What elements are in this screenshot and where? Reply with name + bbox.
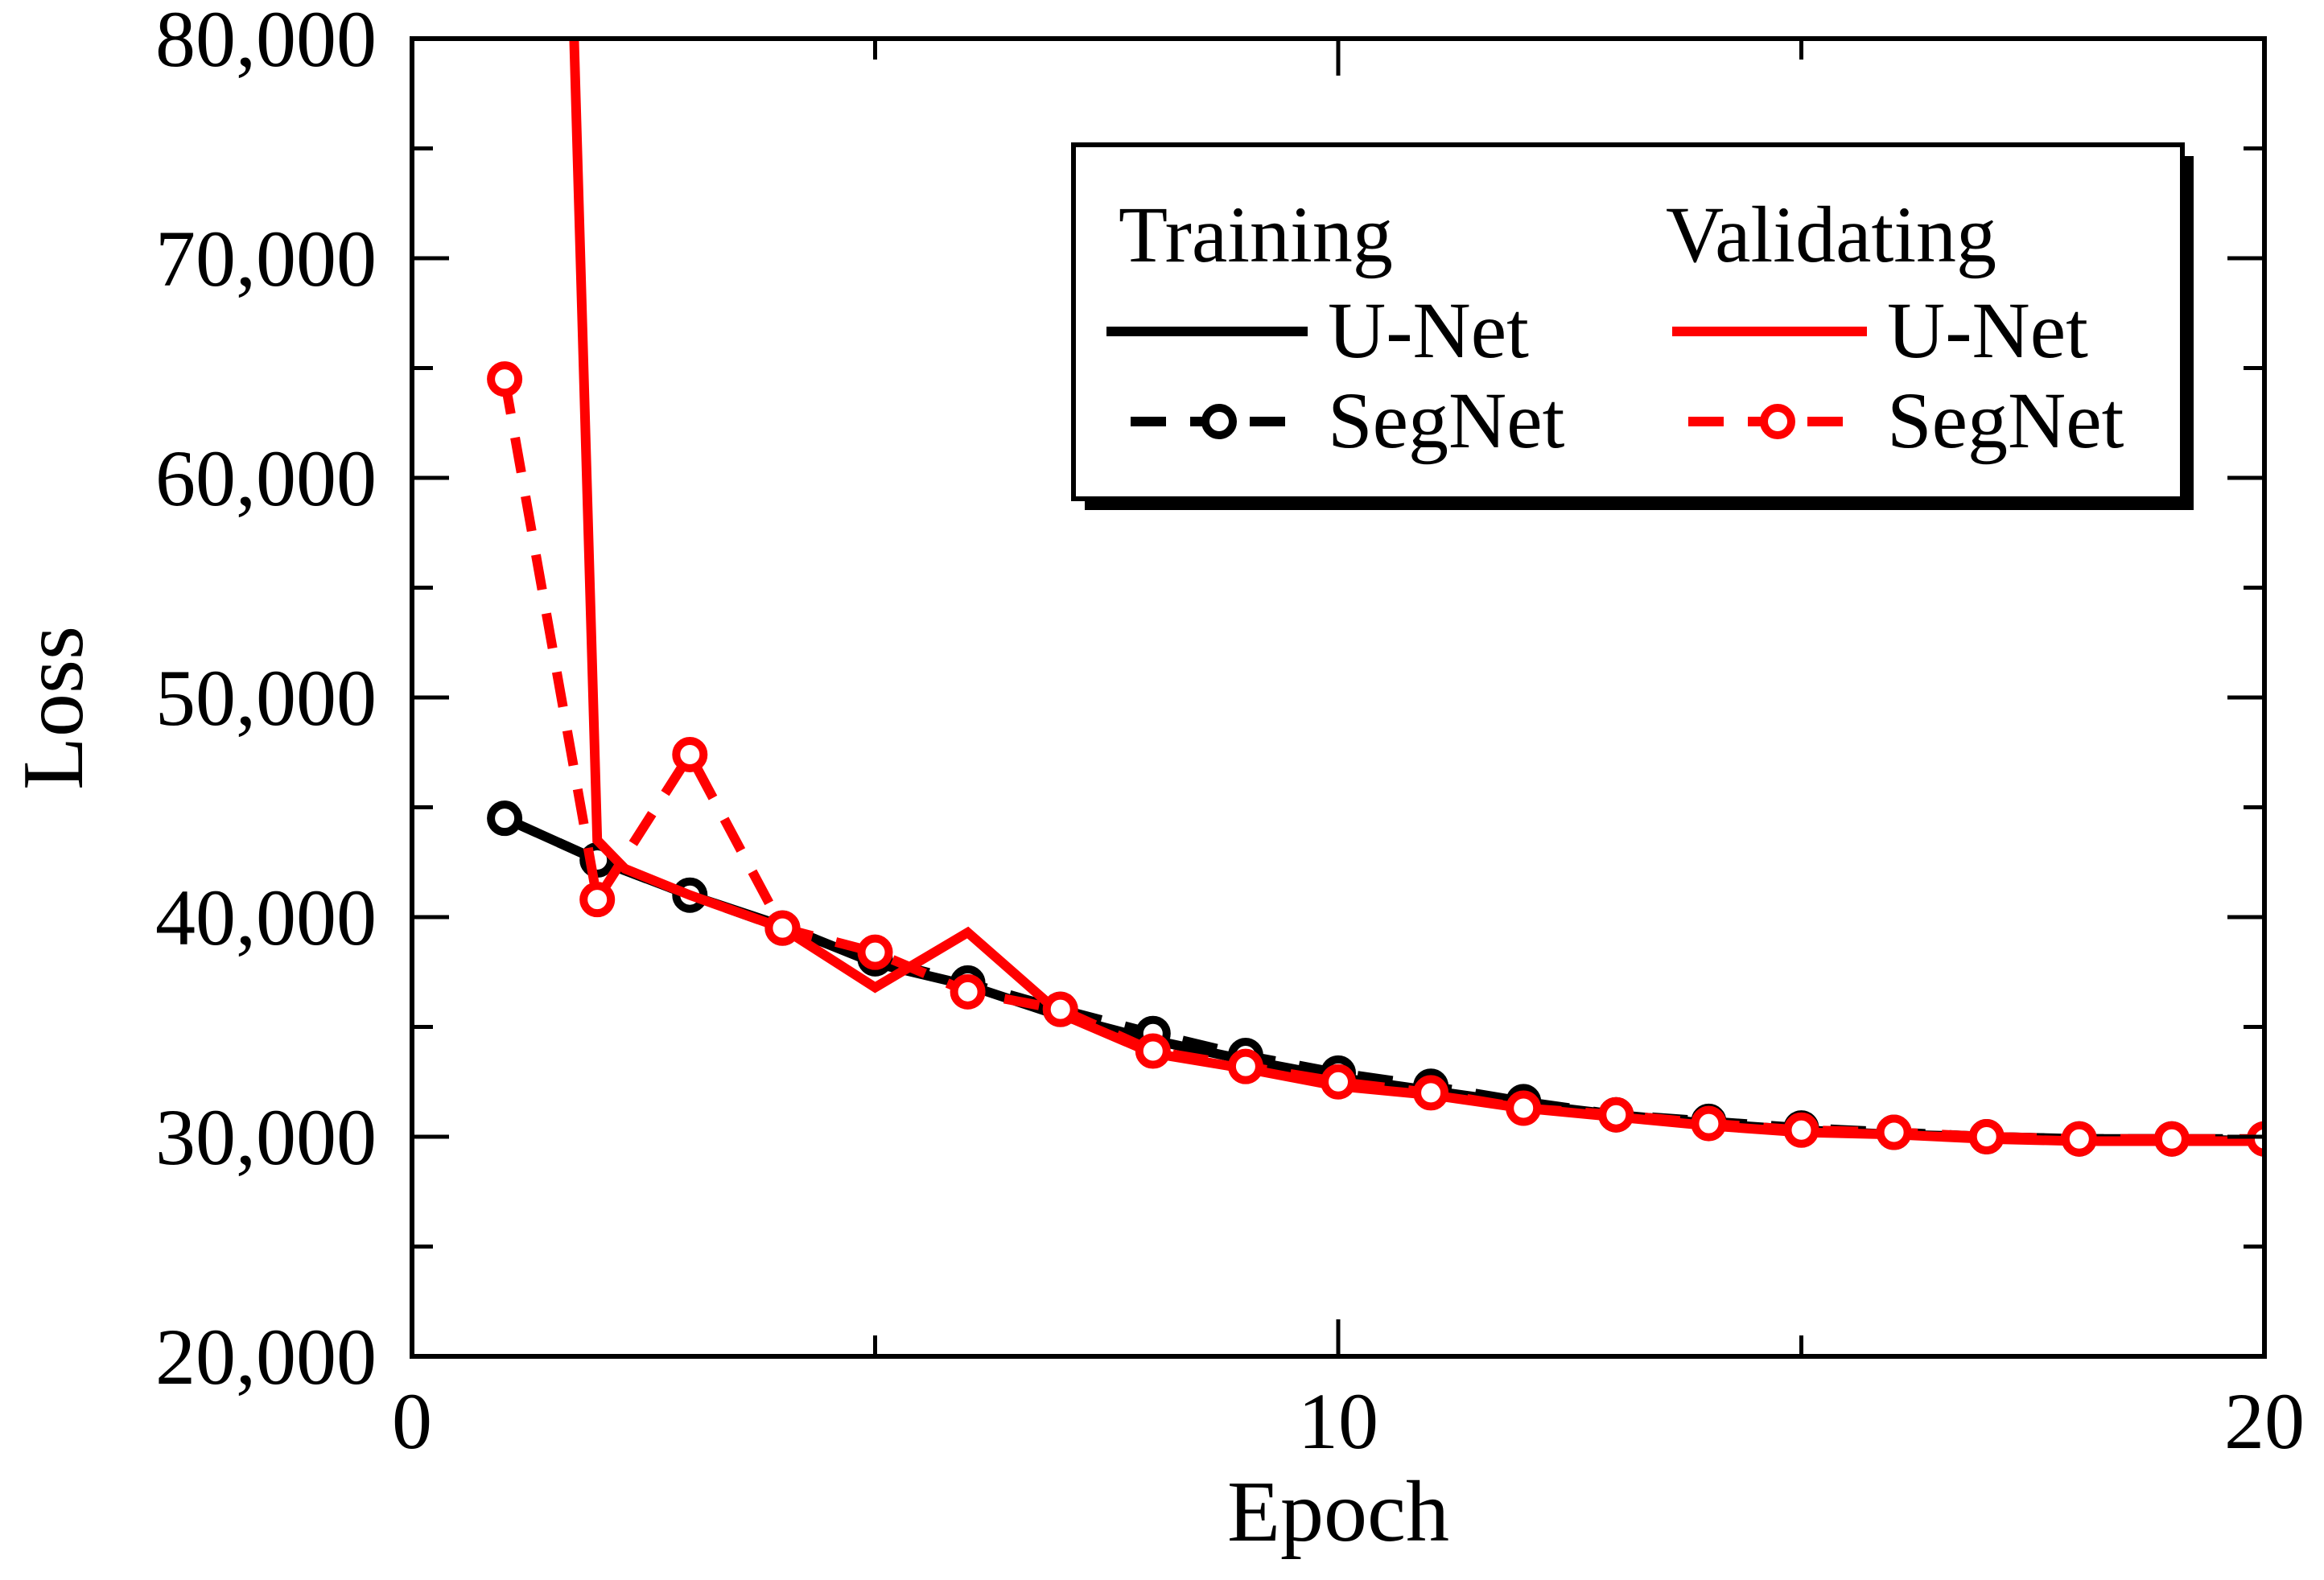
x-tick-label: 20 (2224, 1376, 2305, 1466)
data-point (579, 882, 616, 918)
legend-entry-label: SegNet (1328, 376, 1565, 465)
data-point (487, 361, 523, 397)
y-tick-label: 40,000 (155, 873, 377, 962)
data-point (764, 910, 801, 946)
data-point (1968, 1119, 2005, 1154)
y-tick-label: 70,000 (155, 214, 377, 303)
y-tick-label: 60,000 (155, 434, 377, 523)
y-tick-label: 20,000 (155, 1312, 377, 1401)
x-tick-label: 10 (1298, 1376, 1378, 1466)
legend-entry: U-Net (1672, 286, 2088, 375)
data-point (2247, 1121, 2264, 1157)
data-point (1413, 1075, 1449, 1111)
data-point (1876, 1114, 1912, 1150)
legend-entry: U-Net (1106, 286, 1529, 375)
legend: Training Validating U-NetSegNetU-NetSegN… (1071, 142, 2194, 510)
data-point (2153, 1121, 2190, 1157)
labels-layer: 20,000 30,000 40,000 50,000 60,000 70,000 80,0… (155, 0, 2305, 1466)
y-tick-label: 50,000 (155, 653, 377, 743)
series-layer (487, 39, 2264, 1157)
legend-entry: SegNet (1688, 376, 2124, 465)
data-point (857, 934, 893, 970)
x-tick-label: 0 (392, 1376, 432, 1466)
ticks-layer (410, 36, 2267, 1359)
legend-entry-label: SegNet (1887, 376, 2124, 465)
y-axis-label: Loss (6, 626, 101, 790)
data-point (1135, 1033, 1171, 1069)
legend-box (1071, 142, 2185, 501)
data-point (1227, 1048, 1263, 1084)
legend-swatch-marker (1760, 404, 1795, 439)
data-point (2061, 1121, 2097, 1157)
data-point (1783, 1112, 1819, 1148)
data-point (950, 973, 986, 1010)
legend-entry: SegNet (1131, 376, 1565, 465)
data-point (1506, 1090, 1542, 1126)
legend-entry-label: U-Net (1328, 286, 1529, 375)
data-point (1042, 991, 1078, 1027)
data-point (672, 736, 708, 772)
data-point (487, 800, 523, 837)
y-tick-label: 30,000 (155, 1092, 377, 1182)
data-point (1691, 1105, 1727, 1142)
x-axis-label: Epoch (1227, 1464, 1449, 1560)
legend-header-training: Training (1119, 190, 1393, 279)
legend-header-validating: Validating (1666, 190, 1996, 279)
data-point (1321, 1064, 1356, 1100)
legend-swatch-marker (1201, 404, 1237, 439)
series-validating-segnet (487, 361, 2264, 1157)
series-training-segnet (487, 800, 2264, 1157)
data-point (1598, 1097, 1634, 1133)
y-tick-label: 80,000 (155, 0, 377, 84)
legend-entry-label: U-Net (1887, 286, 2088, 375)
